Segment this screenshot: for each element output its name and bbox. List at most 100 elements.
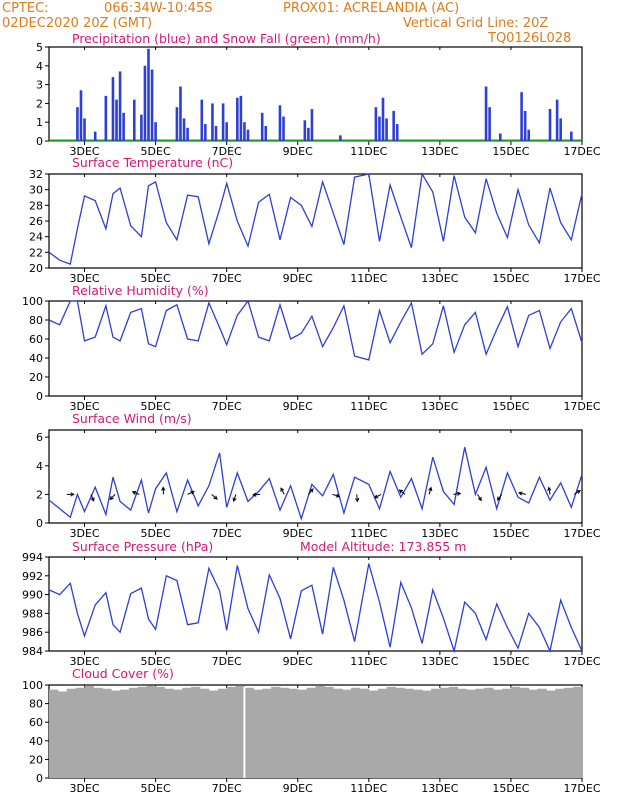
press-xtick-label: 13DEC xyxy=(421,655,458,668)
cloud-bar xyxy=(84,685,94,778)
rh-xtick-label: 17DEC xyxy=(563,400,600,413)
cloud-bar xyxy=(235,685,245,778)
press-xtick-label: 7DEC xyxy=(212,655,242,668)
cloud-bar xyxy=(537,688,547,778)
cloud-xtick-label: 7DEC xyxy=(212,782,242,795)
precip-bar xyxy=(182,118,186,141)
wind-arrow-head xyxy=(477,496,482,502)
cloud-bar xyxy=(49,689,59,778)
cloud-bar xyxy=(200,688,210,778)
press-ytick-label: 986 xyxy=(22,626,43,639)
cloud-bar xyxy=(324,686,334,778)
cloud-bar xyxy=(128,687,139,778)
wind-arrow xyxy=(399,489,406,495)
precip-bar xyxy=(221,103,225,141)
header-location: PROX01: ACRELANDIA (AC) xyxy=(283,1,460,16)
cloud-bar xyxy=(93,687,103,778)
cloud-bar xyxy=(146,685,156,778)
precip-ytick-label: 0 xyxy=(36,135,43,148)
precip-bar xyxy=(132,99,136,141)
precip-xtick-label: 15DEC xyxy=(492,145,529,158)
press-frame xyxy=(48,556,583,652)
precip-bar xyxy=(122,112,125,141)
cloud-bar xyxy=(457,688,467,778)
wind-arrow xyxy=(308,488,314,495)
cloud-xtick-label: 15DEC xyxy=(492,782,529,795)
wind-xtick-label: 11DEC xyxy=(350,527,387,540)
precip-bar xyxy=(570,131,573,141)
wind-xtick-label: 15DEC xyxy=(492,527,529,540)
press-series-line xyxy=(48,563,583,654)
wind-xtick-label: 3DEC xyxy=(69,527,99,540)
wind-arrow xyxy=(90,494,95,502)
wind-arrow xyxy=(356,494,358,502)
temp-ytick-label: 20 xyxy=(29,262,43,275)
precip-bar xyxy=(520,92,523,141)
wind-arrow xyxy=(428,487,432,495)
wind-arrow-head xyxy=(428,486,433,492)
rh-xtick-label: 11DEC xyxy=(350,400,387,413)
cloud-bar xyxy=(386,686,396,778)
cloud-bar xyxy=(155,686,165,778)
precip-bar xyxy=(214,125,218,141)
cloud-xtick-label: 11DEC xyxy=(350,782,387,795)
cloud-bar xyxy=(111,690,121,778)
precip-bar xyxy=(76,107,79,141)
cloud-bar xyxy=(120,689,130,778)
cloud-bar xyxy=(288,688,299,778)
header-org: CPTEC: xyxy=(2,1,49,16)
wind-arrow-head xyxy=(252,492,257,497)
wind-arrow-head xyxy=(518,491,523,496)
cloud-bar xyxy=(315,685,325,778)
cloud-bar xyxy=(297,689,308,778)
wind-ytick-label: 6 xyxy=(36,431,43,444)
precip-bar xyxy=(179,86,182,141)
cloud-bar xyxy=(475,688,485,778)
cloud-title: Cloud Cover (%) xyxy=(72,666,174,681)
temp-series-line xyxy=(48,172,583,265)
cloud-ytick-label: 40 xyxy=(29,735,43,748)
precip-bar xyxy=(378,116,381,141)
precip-bar xyxy=(559,118,562,141)
cloud-ytick-label: 0 xyxy=(36,772,43,785)
cloud-bar xyxy=(253,689,263,778)
precip-bar xyxy=(264,125,268,141)
cloud-bar xyxy=(502,688,512,778)
cloud-ytick-label: 20 xyxy=(29,753,43,766)
precip-bar xyxy=(83,118,86,141)
wind-arrow-head xyxy=(355,497,360,503)
precip-bar xyxy=(548,109,552,141)
press-ytick-label: 994 xyxy=(22,551,43,564)
cloud-xtick-label: 5DEC xyxy=(141,782,171,795)
rh-ytick-label: 60 xyxy=(29,333,43,346)
cloud-bar xyxy=(528,689,538,778)
cloud-ytick-label: 60 xyxy=(29,716,43,729)
rh-title: Relative Humidity (%) xyxy=(72,283,209,298)
precip-bar xyxy=(143,65,147,141)
cloud-bar xyxy=(279,687,290,778)
press-xtick-label: 17DEC xyxy=(563,655,600,668)
precip-xtick-label: 5DEC xyxy=(141,145,171,158)
precip-bar xyxy=(260,112,264,141)
temp-ytick-label: 32 xyxy=(29,168,43,181)
precip-bar xyxy=(104,95,108,141)
precip-frame xyxy=(48,46,583,142)
wind-arrow-head xyxy=(161,486,166,491)
precip-title: Precipitation (blue) and Snow Fall (gree… xyxy=(72,31,381,46)
precip-xtick-label: 7DEC xyxy=(212,145,242,158)
temp-xtick-label: 5DEC xyxy=(141,272,171,285)
wind-arrow-head xyxy=(547,486,552,491)
rh-xtick-label: 7DEC xyxy=(212,400,242,413)
cloud-bar xyxy=(57,691,68,778)
cloud-bar xyxy=(519,687,530,778)
precip-xtick-label: 11DEC xyxy=(350,145,387,158)
cloud-bar xyxy=(137,686,148,778)
cloud-bar xyxy=(510,686,521,778)
cloud-ytick-label: 100 xyxy=(22,679,43,692)
precip-ytick-label: 5 xyxy=(36,41,43,54)
wind-arrow-head xyxy=(109,495,114,501)
precip-bar xyxy=(204,124,207,141)
wind-arrow-head xyxy=(232,497,237,502)
temp-title: Surface Temperature (nC) xyxy=(72,155,234,170)
